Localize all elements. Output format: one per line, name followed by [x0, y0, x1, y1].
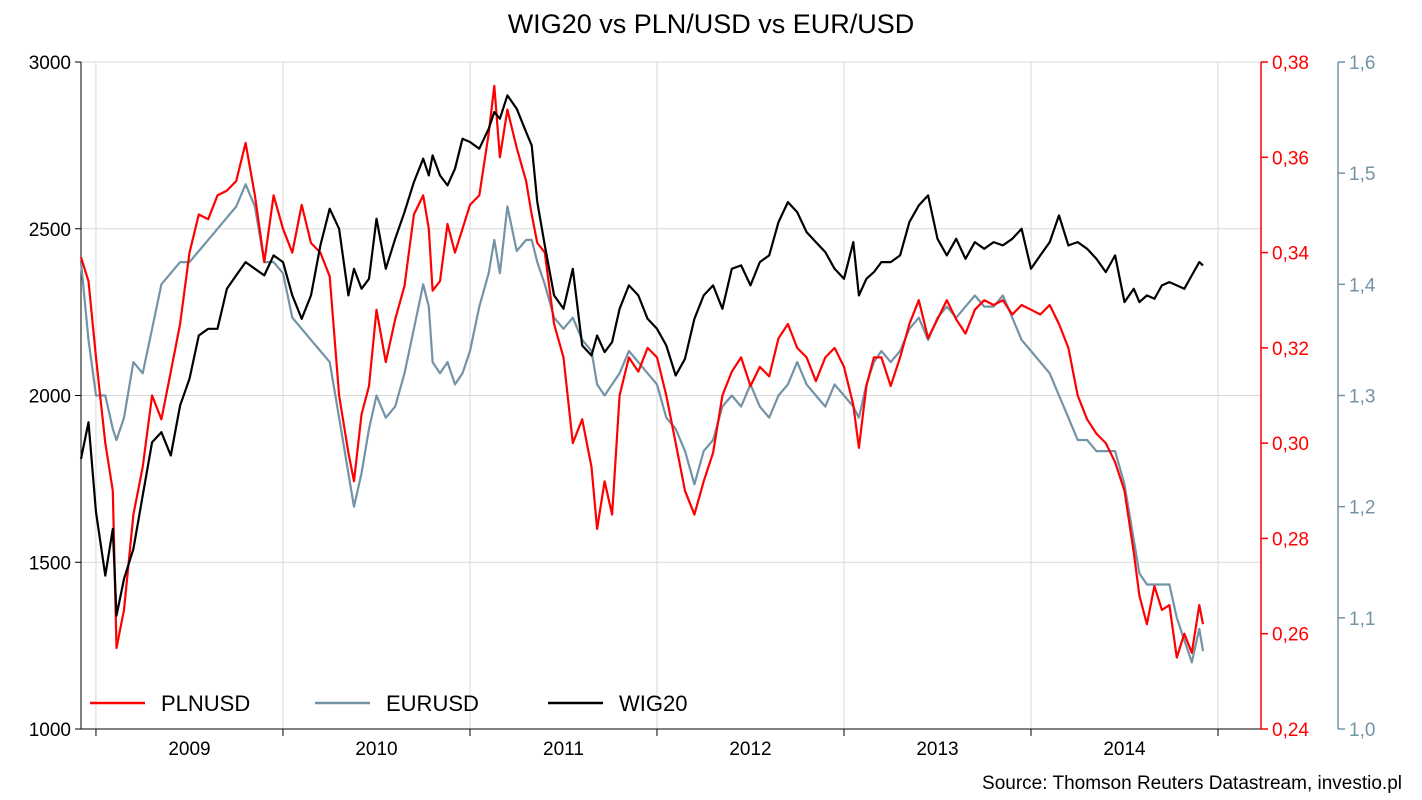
legend-label-eurusd: EURUSD [386, 691, 479, 716]
legend-label-wig20: WIG20 [619, 691, 687, 716]
right1-tick-label: 0,24 [1272, 720, 1309, 741]
left-tick-label: 1500 [29, 553, 71, 574]
right1-tick-label: 0,36 [1272, 148, 1309, 169]
right1-tick-label: 0,34 [1272, 244, 1309, 265]
right2-tick-label: 1,0 [1349, 720, 1375, 741]
x-axis-year-labels: 2009 2010 2011 2012 2013 2014 [168, 739, 1146, 760]
left-tick-label: 1000 [29, 720, 71, 741]
x-tick-label: 2009 [168, 739, 210, 760]
x-tick-label: 2012 [729, 739, 771, 760]
right2-tick-label: 1,3 [1349, 387, 1375, 408]
x-tick-label: 2014 [1103, 739, 1146, 760]
x-tick-label: 2011 [543, 739, 584, 760]
right-axis-eurusd-ticks: 1,0 1,1 1,2 1,3 1,4 1,5 1,6 [1338, 53, 1376, 741]
left-axis-ticks: 1000 1500 2000 2500 3000 [29, 53, 81, 741]
right2-tick-label: 1,4 [1349, 275, 1376, 296]
legend: PLNUSD EURUSD WIG20 [90, 691, 687, 716]
right1-tick-label: 0,38 [1272, 53, 1309, 74]
right2-tick-label: 1,6 [1349, 53, 1375, 74]
left-tick-label: 2000 [29, 387, 71, 408]
x-tick-label: 2010 [355, 739, 397, 760]
legend-label-plnusd: PLNUSD [161, 691, 250, 716]
right2-tick-label: 1,1 [1349, 609, 1375, 630]
chart-title: WIG20 vs PLN/USD vs EUR/USD [508, 9, 915, 39]
right-axis-plnusd-ticks: 0,24 0,26 0,28 0,30 0,32 0,34 0,36 0,38 [1261, 53, 1309, 741]
right1-tick-label: 0,32 [1272, 339, 1309, 360]
right1-tick-label: 0,26 [1272, 625, 1309, 646]
right1-tick-label: 0,30 [1272, 434, 1309, 455]
left-tick-label: 3000 [29, 53, 71, 74]
x-tick-label: 2013 [916, 739, 958, 760]
series-lines [79, 84, 1205, 664]
right2-tick-label: 1,5 [1349, 164, 1375, 185]
right1-tick-label: 0,28 [1272, 529, 1309, 550]
source-note: Source: Thomson Reuters Datastream, inve… [982, 773, 1402, 794]
right2-tick-label: 1,2 [1349, 498, 1375, 519]
series-line-plnusd [79, 84, 1205, 659]
series-line-wig20 [79, 94, 1204, 617]
series-line-eurusd [79, 183, 1205, 664]
left-tick-label: 2500 [29, 220, 71, 241]
